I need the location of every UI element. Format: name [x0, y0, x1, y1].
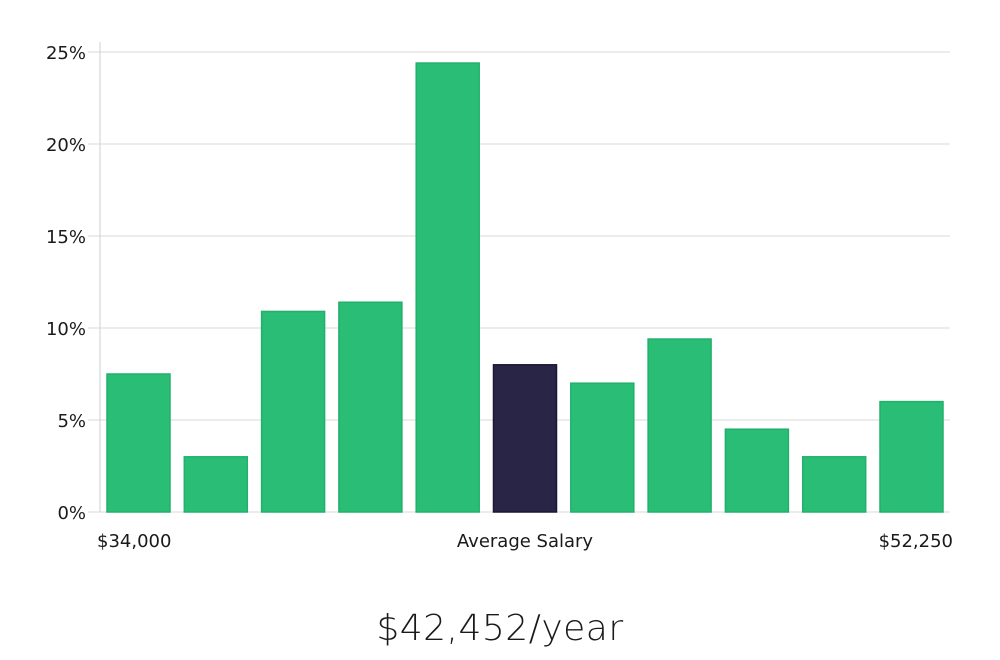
y-tick-label: 5% [57, 411, 86, 432]
bar [801, 456, 867, 513]
y-tick-label: 0% [57, 503, 86, 524]
y-tick-label: 20% [46, 135, 86, 156]
y-tick-label: 15% [46, 227, 86, 248]
bar-average-salary [492, 364, 558, 513]
average-salary-value: $42,452/year [376, 608, 624, 649]
bar [260, 310, 326, 513]
x-range-start-label: $34,000 [97, 531, 171, 552]
y-tick-labels: 0% 5% 10% 15% 20% 25% [46, 43, 86, 524]
bar [415, 62, 480, 513]
y-tick-label: 10% [46, 319, 86, 340]
bar [570, 382, 635, 513]
x-axis-title: Average Salary [457, 531, 594, 552]
bar [647, 338, 712, 513]
x-range-end-label: $52,250 [879, 531, 953, 552]
bars [106, 62, 944, 513]
x-axis-labels: $34,000 Average Salary $52,250 [97, 531, 953, 552]
bar [106, 373, 171, 513]
bar [183, 456, 249, 513]
y-tick-label: 25% [46, 43, 86, 64]
bar [879, 400, 944, 513]
bar [338, 301, 403, 513]
bar [724, 428, 790, 513]
